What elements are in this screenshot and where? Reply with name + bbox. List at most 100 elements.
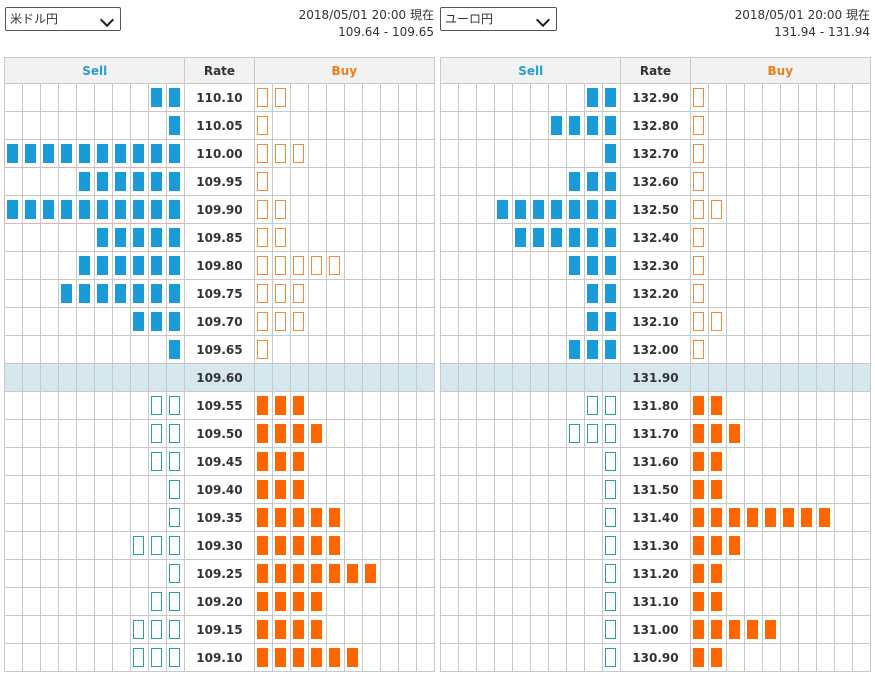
currency-select[interactable]: 米ドル円 xyxy=(5,7,121,31)
buy-cell xyxy=(271,279,291,308)
sell-cell xyxy=(476,447,496,476)
table-row: 109.80 xyxy=(3,251,436,280)
buy-cell xyxy=(725,335,745,364)
sell-cell xyxy=(40,139,60,168)
buy-cell xyxy=(307,615,327,644)
sell-cell xyxy=(584,447,604,476)
buy-order-block xyxy=(728,508,740,527)
buy-cell xyxy=(851,83,872,112)
sell-cell xyxy=(76,475,96,504)
sell-cell xyxy=(94,167,114,196)
sell-cell xyxy=(530,503,550,532)
buy-order-block xyxy=(274,396,286,415)
buy-cell xyxy=(325,335,345,364)
buy-order-block xyxy=(292,648,304,667)
sell-cell xyxy=(40,363,60,392)
sell-cell xyxy=(166,139,186,168)
currency-select[interactable]: ユーロ円 xyxy=(440,7,557,31)
sell-cell xyxy=(548,251,568,280)
sell-cell xyxy=(76,391,96,420)
buy-cell xyxy=(289,195,309,224)
sell-cell xyxy=(58,503,78,532)
buy-cell xyxy=(779,475,799,504)
buy-cell xyxy=(761,307,781,336)
buy-cell xyxy=(343,531,363,560)
sell-cell xyxy=(22,167,42,196)
buy-cell xyxy=(307,223,327,252)
sell-cell xyxy=(566,503,586,532)
buy-cell xyxy=(289,503,309,532)
table-row: 132.10 xyxy=(439,307,872,336)
buy-cell xyxy=(761,447,781,476)
buy-order-block xyxy=(692,200,704,219)
sell-cell xyxy=(566,251,586,280)
sell-cell xyxy=(439,615,460,644)
buy-order-block xyxy=(728,620,740,639)
sell-cell xyxy=(76,251,96,280)
sell-cell xyxy=(458,587,478,616)
buy-cell xyxy=(325,195,345,224)
sell-cell xyxy=(494,475,514,504)
sell-order-block xyxy=(169,144,181,163)
buy-cell xyxy=(689,83,709,112)
buy-cell xyxy=(707,475,727,504)
buy-cell xyxy=(815,503,835,532)
buy-cell xyxy=(343,307,363,336)
sell-cell xyxy=(94,195,114,224)
sell-cell xyxy=(439,363,460,392)
buy-order-block xyxy=(328,648,340,667)
buy-cell xyxy=(689,419,709,448)
sell-cell xyxy=(458,335,478,364)
sell-cell xyxy=(94,335,114,364)
buy-cell xyxy=(253,195,273,224)
table-row: 109.90 xyxy=(3,195,436,224)
buy-cell xyxy=(833,223,853,252)
rate-cell: 109.55 xyxy=(184,391,255,420)
sell-cell xyxy=(494,139,514,168)
sell-cell xyxy=(166,419,186,448)
buy-cell xyxy=(797,251,817,280)
sell-cell xyxy=(58,111,78,140)
currency-select-value: ユーロ円 xyxy=(445,12,494,26)
sell-cell xyxy=(548,587,568,616)
sell-cell xyxy=(566,531,586,560)
buy-cell xyxy=(707,167,727,196)
buy-cell xyxy=(797,559,817,588)
sell-cell xyxy=(530,279,550,308)
buy-cell xyxy=(289,167,309,196)
sell-cell xyxy=(566,363,586,392)
sell-cell xyxy=(458,643,478,672)
table-row: 131.70 xyxy=(439,419,872,448)
sell-order-block xyxy=(115,284,127,303)
sell-cell xyxy=(76,223,96,252)
buy-cell xyxy=(779,195,799,224)
buy-cell xyxy=(397,419,417,448)
buy-cell xyxy=(307,139,327,168)
buy-order-block xyxy=(274,284,286,303)
buy-cell xyxy=(361,615,381,644)
sell-cell xyxy=(476,279,496,308)
sell-order-block xyxy=(569,228,581,247)
rate-cell: 109.35 xyxy=(184,503,255,532)
sell-cell xyxy=(112,531,132,560)
sell-order-block xyxy=(587,312,599,331)
buy-cell xyxy=(833,447,853,476)
sell-cell xyxy=(512,307,532,336)
sell-cell xyxy=(112,615,132,644)
buy-cell xyxy=(707,447,727,476)
buy-cell xyxy=(289,139,309,168)
chevron-down-icon xyxy=(535,12,554,28)
rate-cell: 132.50 xyxy=(620,195,691,224)
buy-cell xyxy=(743,279,763,308)
buy-cell xyxy=(707,251,727,280)
buy-cell xyxy=(833,307,853,336)
sell-cell xyxy=(458,111,478,140)
buy-cell xyxy=(779,223,799,252)
buy-cell xyxy=(397,279,417,308)
sell-cell xyxy=(494,419,514,448)
buy-cell xyxy=(707,139,727,168)
sell-cell xyxy=(3,195,24,224)
buy-order-block xyxy=(710,312,722,331)
sell-cell xyxy=(130,335,150,364)
sell-cell xyxy=(476,111,496,140)
